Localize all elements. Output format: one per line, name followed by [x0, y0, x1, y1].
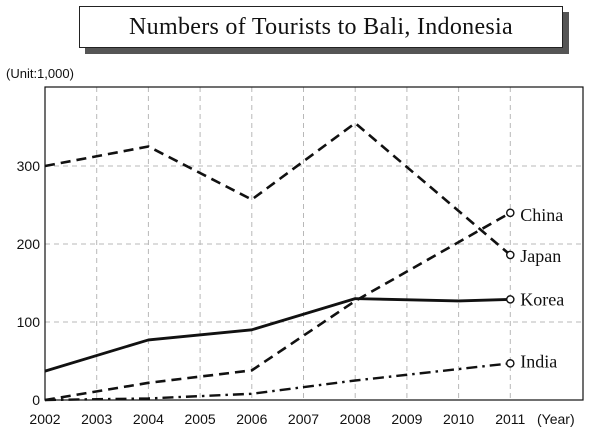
unit-label: (Unit:1,000) — [6, 66, 74, 81]
x-tick-label: 2011 — [495, 411, 525, 427]
chart-title: Numbers of Tourists to Bali, Indonesia — [79, 6, 563, 48]
series-end-marker-japan — [505, 250, 515, 260]
series-label-china: China — [520, 205, 563, 225]
x-tick-label: 2006 — [236, 411, 267, 427]
series-label-korea: Korea — [520, 289, 564, 309]
y-tick-label: 100 — [17, 314, 41, 330]
series-end-marker-china — [505, 208, 515, 218]
x-tick-label: 2002 — [29, 411, 60, 427]
chart-title-box: Numbers of Tourists to Bali, Indonesia — [79, 6, 569, 54]
series-end-marker-korea — [505, 295, 515, 304]
series-line-india — [44, 362, 511, 402]
plot-frame — [44, 86, 584, 401]
y-tick-label: 300 — [17, 158, 41, 174]
series-line-japan — [44, 121, 512, 256]
series-line-china — [44, 211, 511, 402]
x-tick-label: 2003 — [81, 411, 112, 427]
x-tick-label: 2007 — [288, 411, 319, 427]
x-tick-label: 2008 — [340, 411, 371, 427]
series-label-india: India — [520, 351, 557, 371]
y-tick-label: 0 — [32, 392, 40, 408]
x-tick-label: 2005 — [185, 411, 216, 427]
series-end-marker-india — [505, 359, 515, 368]
x-tick-label: 2009 — [391, 411, 422, 427]
y-tick-label: 200 — [17, 236, 41, 252]
series-label-japan: Japan — [520, 246, 561, 266]
x-tick-label: 2010 — [443, 411, 474, 427]
x-tick-label: 2004 — [133, 411, 164, 427]
x-axis-label: (Year) — [537, 411, 575, 427]
series-line-korea — [44, 297, 511, 373]
